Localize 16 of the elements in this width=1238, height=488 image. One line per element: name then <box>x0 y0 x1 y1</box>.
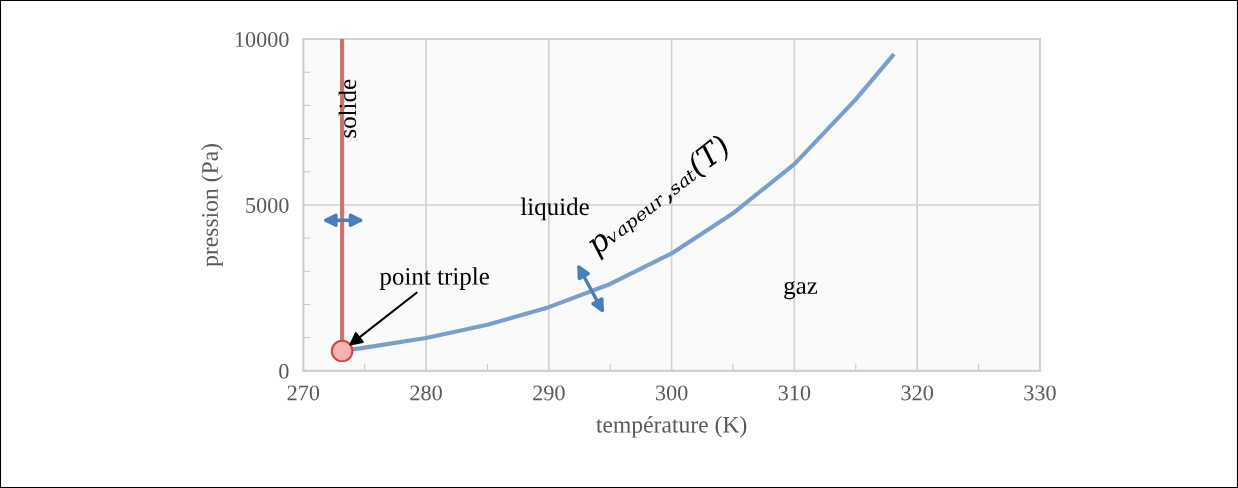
annotation: solide <box>338 79 357 138</box>
x-tick-label: 310 <box>778 385 811 401</box>
x-tick-label: 330 <box>1024 385 1056 401</box>
x-tick-label: 300 <box>656 385 688 401</box>
x-tick-label: 290 <box>533 385 565 401</box>
annotation: liquide <box>520 197 589 221</box>
annotation: point triple <box>379 267 489 290</box>
x-tick-label: 270 <box>287 385 320 401</box>
x-tick-label: 280 <box>410 385 442 401</box>
y-tick-label: 0 <box>279 363 289 379</box>
annotation: gaz <box>784 281 818 300</box>
x-axis-title: température (K) <box>596 416 747 438</box>
x-tick-label: 320 <box>901 385 933 401</box>
y-tick-label: 10000 <box>235 31 289 47</box>
y-axis-title: pression (Pa) <box>201 144 223 267</box>
y-tick-label: 5000 <box>246 197 289 213</box>
